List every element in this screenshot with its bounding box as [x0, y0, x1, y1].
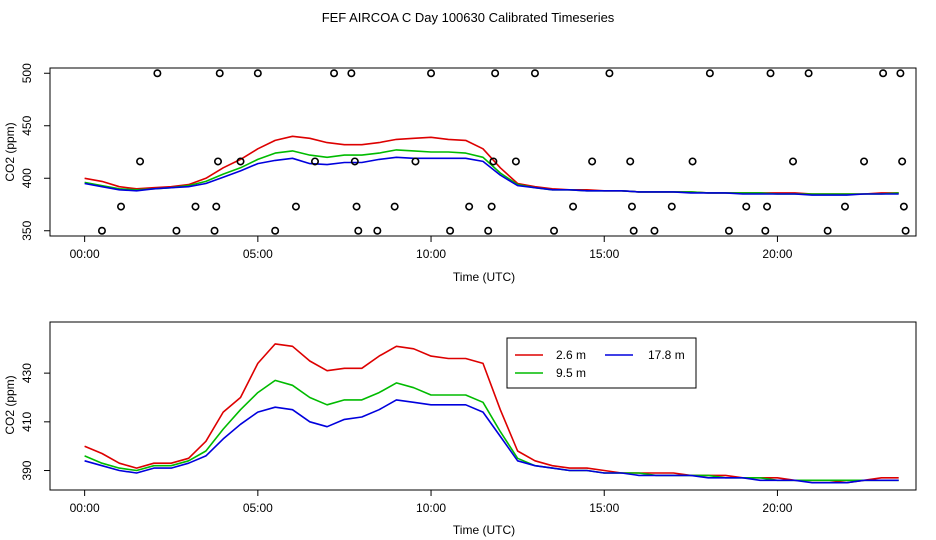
bottom-x-tick-label: 05:00 [243, 501, 273, 515]
scatter-point [427, 69, 436, 78]
legend-label-17-8m: 17.8 m [648, 348, 685, 362]
top-y-axis-label: CO2 (ppm) [3, 122, 17, 181]
scatter-point [804, 69, 813, 78]
scatter-point [650, 226, 659, 235]
scatter-point [291, 202, 300, 211]
plot-frame-bottom [49, 321, 917, 491]
scatter-point [411, 157, 420, 166]
bottom-y-axis-label: CO2 (ppm) [3, 375, 17, 434]
top-y-tick-label: 400 [20, 168, 34, 188]
top-x-tick-label: 20:00 [762, 247, 792, 261]
scatter-point [354, 226, 363, 235]
scatter-point [789, 157, 798, 166]
top-x-tick-label: 15:00 [589, 247, 619, 261]
top-y-tick-label: 350 [20, 220, 34, 240]
scatter-point [390, 202, 399, 211]
scatter-point [763, 202, 772, 211]
top-series-lines [84, 135, 899, 196]
scatter-point [330, 69, 339, 78]
bottom-y-tick-label: 430 [20, 363, 34, 383]
scatter-point [136, 157, 145, 166]
scatter-point [191, 202, 200, 211]
top-x-tick-label: 00:00 [70, 247, 100, 261]
scatter-point [215, 69, 224, 78]
scatter-point [153, 69, 162, 78]
top-x-tick-label: 10:00 [416, 247, 446, 261]
scatter-point [236, 157, 245, 166]
scatter-point [214, 157, 223, 166]
scatter-point [705, 69, 714, 78]
scatter-point [446, 226, 455, 235]
legend-label-2-6m: 2.6 m [556, 348, 586, 362]
scatter-point [465, 202, 474, 211]
scatter-point [766, 69, 775, 78]
top-x-axis-label: Time (UTC) [453, 270, 515, 284]
scatter-point [487, 202, 496, 211]
scatter-point [97, 226, 106, 235]
bottom-x-tick-label: 20:00 [762, 501, 792, 515]
top-y-tick-label: 450 [20, 115, 34, 135]
scatter-point [899, 202, 908, 211]
top-series-line-17-8-m [84, 156, 899, 196]
scatter-point [761, 226, 770, 235]
scatter-point [350, 157, 359, 166]
scatter-point [373, 226, 382, 235]
scatter-point [253, 69, 262, 78]
scatter-point [310, 157, 319, 166]
scatter-point [860, 157, 869, 166]
scatter-point [626, 157, 635, 166]
bottom-x-tick-label: 15:00 [589, 501, 619, 515]
top-axes: 00:00 05:00 10:00 15:00 20:00 350 400 450 500 [20, 63, 793, 261]
scatter-point [569, 202, 578, 211]
top-scatter-points [97, 69, 910, 235]
scatter-point [724, 226, 733, 235]
scatter-point [511, 157, 520, 166]
scatter-point [688, 157, 697, 166]
bottom-axes: 00:00 05:00 10:00 15:00 20:00 390 410 430 [20, 363, 793, 515]
scatter-point [823, 226, 832, 235]
scatter-point [879, 69, 888, 78]
bottom-x-tick-label: 10:00 [416, 501, 446, 515]
scatter-point [896, 69, 905, 78]
bottom-x-axis-label: Time (UTC) [453, 523, 515, 537]
bottom-y-tick-label: 410 [20, 411, 34, 431]
scatter-point [667, 202, 676, 211]
bottom-series-line-9-5-m [84, 379, 899, 482]
scatter-point [352, 202, 361, 211]
top-y-tick-label: 500 [20, 63, 34, 83]
bottom-y-tick-label: 390 [20, 460, 34, 480]
legend: 2.6 m 17.8 m 9.5 m [506, 337, 697, 389]
scatter-point [491, 69, 500, 78]
scatter-point [347, 69, 356, 78]
scatter-point [605, 69, 614, 78]
legend-label-9-5m: 9.5 m [556, 366, 586, 380]
scatter-point [742, 202, 751, 211]
scatter-point [627, 202, 636, 211]
legend-box [506, 337, 697, 389]
scatter-point [484, 226, 493, 235]
scatter-point [117, 202, 126, 211]
top-x-tick-label: 05:00 [243, 247, 273, 261]
scatter-point [210, 226, 219, 235]
bottom-series-lines [84, 343, 899, 484]
scatter-point [629, 226, 638, 235]
scatter-point [212, 202, 221, 211]
top-series-line-9-5-m [84, 149, 899, 195]
scatter-point [898, 157, 907, 166]
chart-title: FEF AIRCOA C Day 100630 Calibrated Times… [321, 10, 615, 25]
scatter-point [550, 226, 559, 235]
bottom-series-line-17-8-m [84, 399, 899, 484]
bottom-x-tick-label: 00:00 [70, 501, 100, 515]
scatter-point [840, 202, 849, 211]
scatter-point [901, 226, 910, 235]
scatter-point [271, 226, 280, 235]
scatter-point [530, 69, 539, 78]
scatter-point [172, 226, 181, 235]
scatter-point [489, 157, 498, 166]
plot-frame-top [49, 67, 917, 237]
scatter-point [588, 157, 597, 166]
bottom-series-line-2-6-m [84, 343, 899, 484]
